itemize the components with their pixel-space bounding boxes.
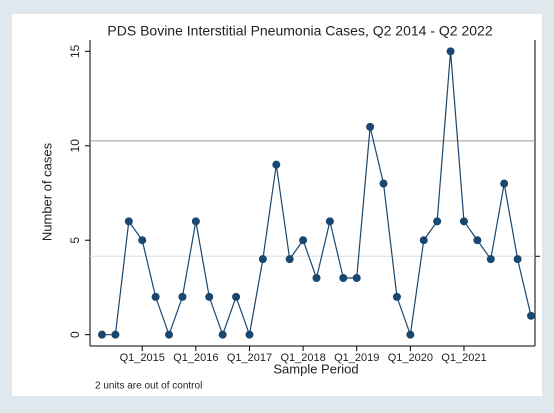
data-point	[165, 330, 174, 339]
x-axis-label: Sample Period	[273, 361, 358, 376]
data-point	[205, 292, 214, 301]
data-point	[379, 179, 388, 188]
data-point	[272, 160, 281, 169]
data-point	[124, 217, 133, 226]
data-point	[191, 217, 200, 226]
data-point	[111, 330, 120, 339]
data-point	[433, 217, 442, 226]
data-point	[527, 311, 535, 320]
data-point	[138, 236, 147, 245]
data-point	[312, 274, 321, 282]
data-point	[352, 274, 361, 282]
data-point	[473, 236, 482, 245]
x-tick-label: Q1_2015	[120, 352, 165, 364]
data-point	[486, 255, 495, 264]
y-axis-label: Number of cases	[39, 142, 54, 241]
x-tick-label: Q1_2021	[441, 352, 486, 364]
data-point	[513, 255, 522, 264]
data-point	[151, 292, 160, 301]
annotation: 2 units are out of control	[95, 381, 202, 392]
data-point	[232, 292, 241, 301]
y-tick-label: 0	[68, 331, 82, 338]
data-point	[419, 236, 428, 245]
x-tick-label: Q1_2016	[173, 352, 218, 364]
data-point	[285, 255, 294, 264]
x-tick-label: Q1_2018	[280, 352, 325, 364]
data-point	[446, 47, 455, 56]
data-point	[299, 236, 308, 245]
y-tick-label: 15	[68, 44, 82, 58]
data-point	[245, 330, 254, 339]
x-tick-label: Q1_2019	[334, 352, 379, 364]
data-point	[258, 255, 267, 264]
x-tick-label: Q1_2020	[388, 352, 433, 364]
data-point	[98, 330, 106, 339]
data-point	[178, 292, 187, 301]
x-tick-label: Q1_2017	[227, 352, 272, 364]
data-point	[339, 274, 348, 282]
data-point	[366, 122, 375, 131]
data-point	[325, 217, 334, 226]
data-point	[459, 217, 468, 226]
data-point	[218, 330, 227, 339]
data-point	[406, 330, 415, 339]
data-point	[392, 292, 401, 301]
data-point	[500, 179, 509, 188]
y-tick-label: 10	[68, 139, 82, 153]
y-tick-label: 5	[68, 237, 82, 244]
chart-title: PDS Bovine Interstitial Pneumonia Cases,…	[107, 23, 492, 39]
